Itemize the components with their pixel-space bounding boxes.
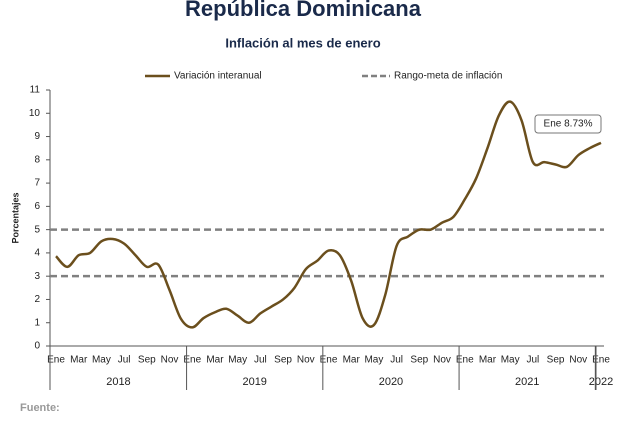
- x-tick-label: Sep: [274, 355, 292, 366]
- x-group-label: 2021: [515, 376, 539, 388]
- data-line: [55, 100, 602, 329]
- x-group-label: 2018: [106, 376, 130, 388]
- x-tick-label: Mar: [479, 355, 497, 366]
- x-tick-label: Sep: [410, 355, 428, 366]
- chart-title: República Dominicana: [185, 0, 422, 21]
- x-tick-label: Mar: [343, 355, 361, 366]
- y-tick-label: 7: [34, 178, 40, 189]
- x-tick-label: May: [501, 355, 520, 366]
- x-tick-label: Jul: [526, 355, 539, 366]
- x-tick-label: Mar: [70, 355, 88, 366]
- x-tick-label: Ene: [183, 355, 201, 366]
- x-tick-label: Sep: [138, 355, 156, 366]
- x-tick-label: Sep: [547, 355, 565, 366]
- x-tick-label: Ene: [592, 355, 610, 366]
- y-tick-label: 2: [34, 294, 40, 305]
- legend-label: Rango-meta de inflación: [394, 71, 502, 82]
- legend-label: Variación interanual: [174, 71, 262, 82]
- y-tick-label: 9: [34, 131, 40, 142]
- x-tick-label: Ene: [47, 355, 65, 366]
- x-tick-label: Nov: [433, 355, 451, 366]
- x-tick-label: Nov: [569, 355, 587, 366]
- y-tick-label: 10: [29, 108, 41, 119]
- x-group-label: 2022: [589, 376, 613, 388]
- y-tick-label: 3: [34, 271, 40, 282]
- chart-subtitle: Inflación al mes de enero: [225, 35, 380, 50]
- x-tick-label: Jul: [390, 355, 403, 366]
- y-tick-label: 11: [30, 85, 41, 96]
- x-tick-label: Nov: [161, 355, 179, 366]
- x-tick-label: Mar: [206, 355, 224, 366]
- y-tick-label: 6: [34, 201, 40, 212]
- x-group-label: 2019: [242, 376, 266, 388]
- annotation-box: [534, 114, 602, 134]
- x-group-label: 2020: [379, 376, 403, 388]
- x-tick-label: Ene: [456, 355, 474, 366]
- x-tick-label: Jul: [118, 355, 131, 366]
- x-tick-label: May: [228, 355, 247, 366]
- y-tick-label: 8: [34, 154, 40, 165]
- x-tick-label: Nov: [297, 355, 315, 366]
- x-tick-label: Jul: [254, 355, 267, 366]
- y-axis-label: Porcentajes: [10, 192, 20, 243]
- y-tick-label: 4: [34, 248, 40, 259]
- x-tick-label: Ene: [320, 355, 338, 366]
- source: Fuente:: [20, 402, 60, 414]
- y-tick-label: 5: [34, 224, 40, 235]
- y-tick-label: 1: [34, 317, 40, 328]
- x-tick-label: May: [92, 355, 111, 366]
- y-tick-label: 0: [34, 341, 40, 352]
- x-tick-label: May: [364, 355, 383, 366]
- annotation: Ene 8.73%: [544, 119, 593, 130]
